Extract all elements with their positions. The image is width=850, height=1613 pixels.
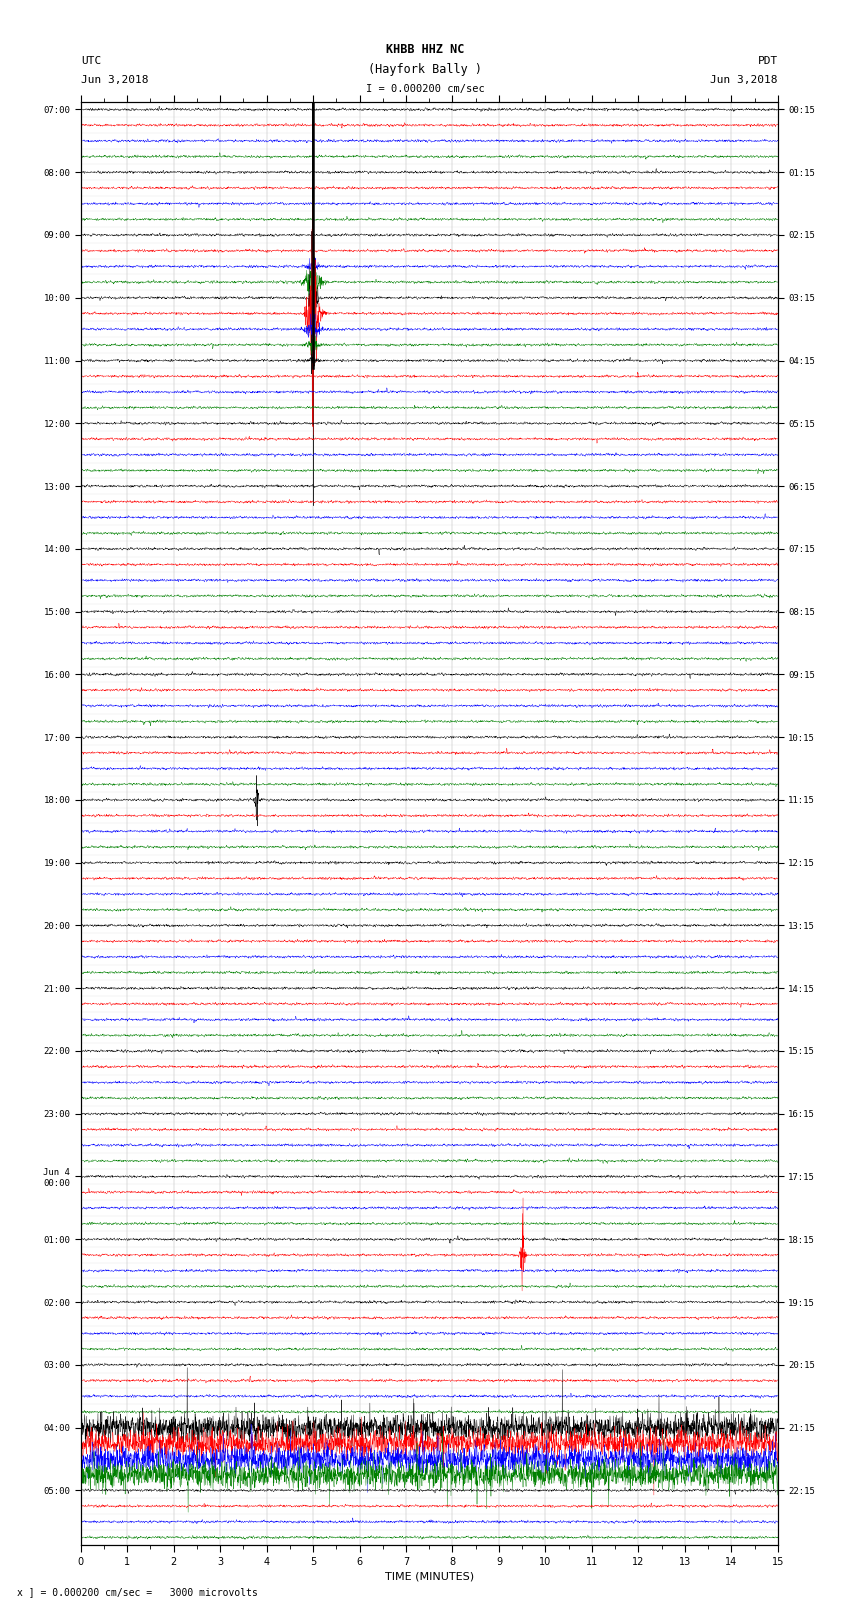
- Text: x ] = 0.000200 cm/sec =   3000 microvolts: x ] = 0.000200 cm/sec = 3000 microvolts: [17, 1587, 258, 1597]
- Text: Jun 3,2018: Jun 3,2018: [81, 76, 148, 85]
- Text: I = 0.000200 cm/sec: I = 0.000200 cm/sec: [366, 84, 484, 94]
- X-axis label: TIME (MINUTES): TIME (MINUTES): [385, 1571, 473, 1581]
- Text: KHBB HHZ NC: KHBB HHZ NC: [386, 44, 464, 56]
- Text: PDT: PDT: [757, 56, 778, 66]
- Text: Jun 3,2018: Jun 3,2018: [711, 76, 778, 85]
- Text: (Hayfork Bally ): (Hayfork Bally ): [368, 63, 482, 76]
- Text: UTC: UTC: [81, 56, 101, 66]
